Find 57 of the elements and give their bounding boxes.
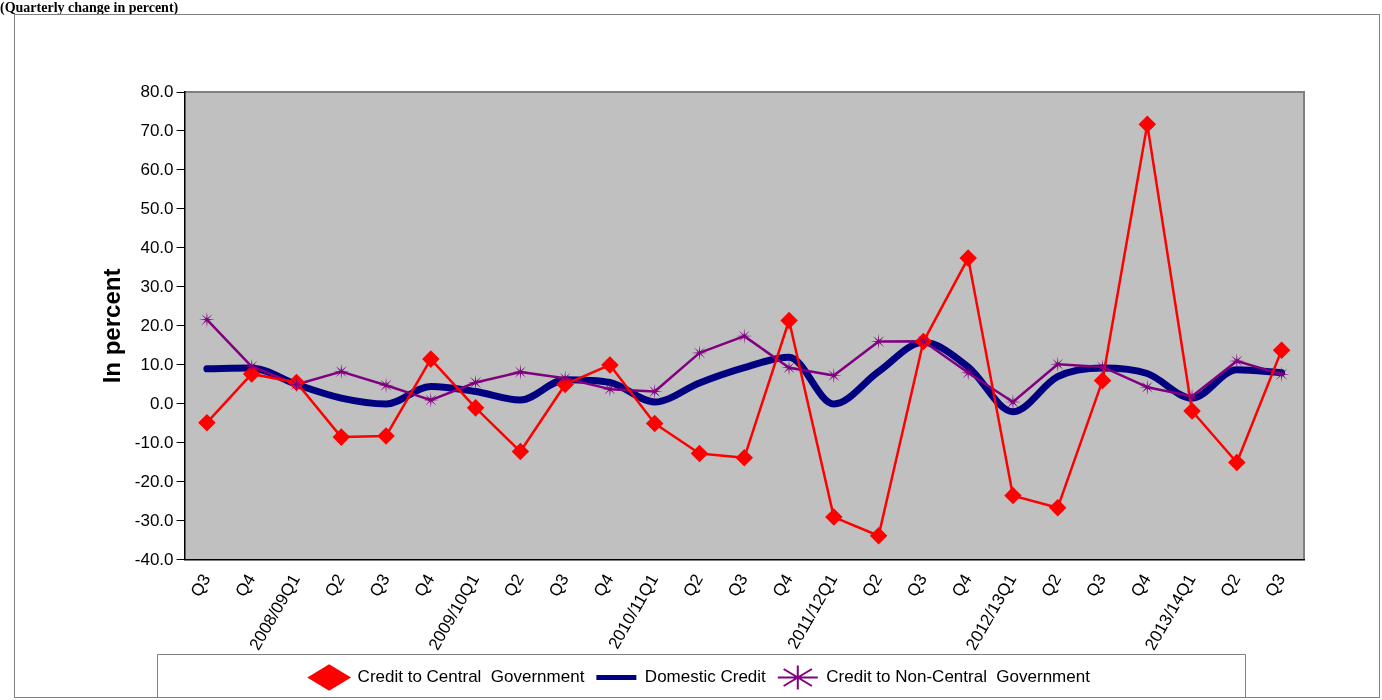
- point: [1228, 454, 1246, 471]
- x-tick-label: Q2: [1216, 570, 1245, 601]
- point: [870, 527, 887, 545]
- point: [422, 350, 440, 368]
- point: [243, 358, 260, 375]
- point: [736, 449, 753, 467]
- point: [1273, 341, 1290, 359]
- point: [1183, 402, 1201, 420]
- x-tick-label: Q3: [1082, 570, 1111, 601]
- point: [959, 249, 977, 267]
- y-tick-label: -20.0: [134, 471, 174, 491]
- point: [377, 427, 395, 445]
- y-tick-label: 70.0: [140, 120, 174, 140]
- point: [691, 445, 708, 462]
- point: [1139, 116, 1156, 133]
- legend-label: Credit to Central Government: [357, 667, 585, 687]
- legend-label: Credit to Non-Central Government: [826, 667, 1091, 687]
- y-tick-label: 80.0: [140, 81, 174, 101]
- point: [1094, 372, 1111, 389]
- y-tick-label: 10.0: [140, 354, 174, 374]
- y-tick-label: 0.0: [149, 393, 174, 413]
- x-tick-label: Q2: [500, 570, 528, 601]
- y-tick-label: 50.0: [140, 198, 174, 218]
- y-tick-label: -40.0: [134, 549, 174, 569]
- point: [825, 508, 843, 526]
- point: [1273, 366, 1290, 383]
- point: [601, 356, 619, 374]
- y-tick-label: 40.0: [140, 237, 174, 257]
- point: [333, 363, 350, 380]
- x-tick-label: Q3: [724, 570, 752, 601]
- point: [467, 374, 484, 391]
- x-tick-label: Q2: [679, 570, 708, 601]
- point: [198, 414, 216, 431]
- point: [646, 415, 663, 432]
- y-tick-label: 60.0: [140, 159, 174, 179]
- x-tick-label: Q3: [186, 570, 215, 601]
- y-tick-label: -30.0: [134, 510, 174, 530]
- x-tick-label: Q2: [321, 570, 349, 601]
- point: [333, 428, 350, 446]
- point: [1004, 487, 1022, 504]
- point: [1049, 499, 1066, 516]
- y-tick-label: 20.0: [140, 315, 174, 335]
- x-tick-label: Q2: [858, 570, 887, 601]
- y-tick-label: 30.0: [140, 276, 174, 296]
- x-tick-label: Q3: [1261, 570, 1290, 601]
- point: [512, 443, 529, 460]
- chart-title: (Quarterly change in percent): [0, 0, 179, 16]
- y-tick-label: -10.0: [134, 432, 174, 452]
- y-axis-title: In percent: [98, 268, 126, 384]
- point: [780, 312, 798, 329]
- x-tick-label: Q3: [903, 570, 931, 601]
- x-tick-label: Q3: [365, 570, 394, 601]
- point: [467, 399, 484, 417]
- legend-label: Domestic Credit: [644, 667, 767, 687]
- x-tick-label: Q2: [1037, 570, 1066, 601]
- point: [243, 365, 260, 383]
- x-tick-label: Q3: [544, 570, 573, 601]
